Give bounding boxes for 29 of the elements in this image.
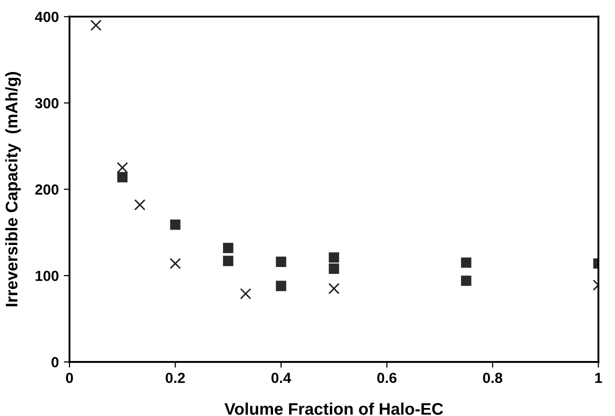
x-tick-label: 0.4 (271, 372, 292, 384)
point (240, 288, 252, 300)
point (328, 282, 340, 294)
point (328, 252, 340, 263)
x-axis-title: Volume Fraction of Halo-EC (224, 402, 444, 415)
point (223, 256, 234, 266)
point (276, 280, 286, 292)
point (461, 276, 472, 286)
point (170, 220, 180, 230)
x-tick-label: 0.6 (377, 372, 396, 384)
y-tick-label: 400 (34, 12, 58, 22)
x-tick-label: 0.2 (166, 372, 185, 384)
point (328, 264, 340, 274)
y-tick-label: 100 (36, 270, 58, 282)
y-tick-label: 200 (35, 184, 58, 195)
y-tick-label: 300 (35, 98, 58, 108)
point (90, 20, 102, 31)
point (276, 256, 286, 267)
x-tick-label: 0 (66, 372, 73, 384)
point (223, 242, 234, 254)
point (170, 258, 181, 270)
x-tick-label: 0.8 (483, 372, 502, 384)
point (117, 172, 128, 182)
point (116, 162, 128, 174)
point (134, 199, 146, 210)
y-axis-title: Irreversible Capacity (mAh/g) (5, 72, 21, 306)
x-tick-label: 1 (595, 372, 602, 383)
point (461, 258, 472, 268)
y-tick-label: 0 (52, 357, 58, 368)
